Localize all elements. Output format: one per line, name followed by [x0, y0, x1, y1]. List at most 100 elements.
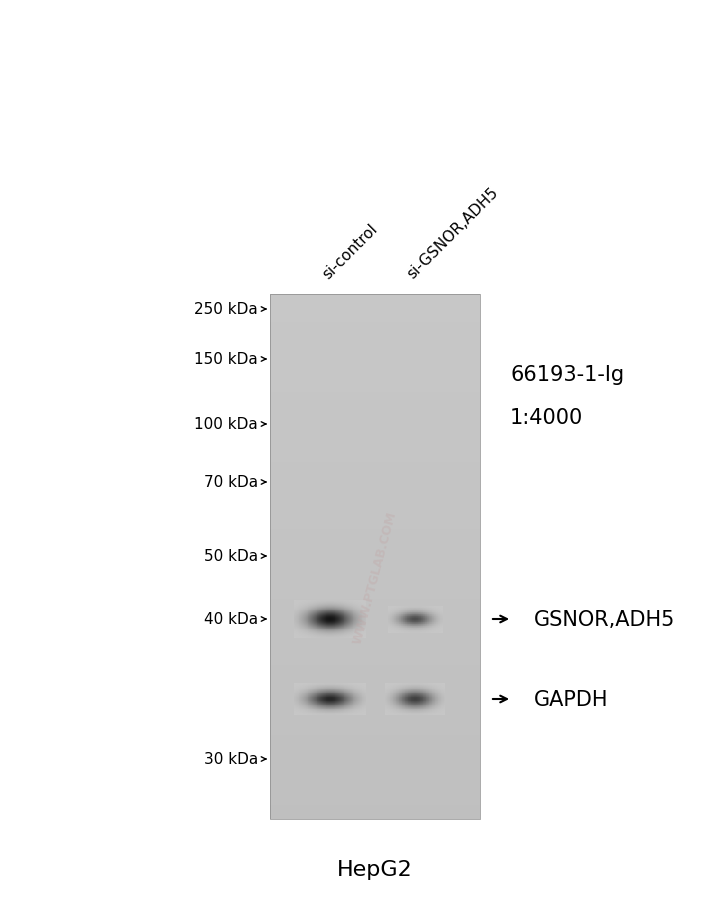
Bar — [326, 704, 328, 705]
Bar — [399, 632, 400, 633]
Bar — [393, 628, 394, 629]
Bar — [403, 712, 404, 713]
Bar — [308, 705, 309, 706]
Bar — [343, 699, 344, 700]
Bar — [340, 714, 341, 715]
Bar — [309, 703, 310, 704]
Bar — [314, 637, 316, 638]
Bar — [332, 700, 333, 701]
Bar — [362, 633, 364, 635]
Bar — [430, 684, 431, 686]
Bar — [409, 713, 410, 714]
Bar — [391, 611, 393, 612]
Bar — [441, 614, 442, 615]
Bar — [432, 690, 434, 692]
Bar — [420, 709, 422, 710]
Bar — [391, 625, 393, 626]
Bar — [314, 708, 315, 709]
Bar — [314, 638, 316, 639]
Bar — [349, 700, 350, 701]
Bar — [395, 608, 396, 609]
Bar — [393, 617, 394, 618]
Bar — [317, 696, 318, 697]
Bar — [350, 616, 352, 618]
Bar — [321, 638, 322, 639]
Bar — [330, 712, 331, 713]
Bar — [358, 622, 359, 623]
Bar — [298, 685, 299, 686]
Bar — [396, 617, 397, 618]
Bar — [364, 628, 365, 629]
Bar — [410, 684, 411, 686]
Bar — [428, 697, 429, 699]
Bar — [413, 614, 414, 616]
Bar — [426, 612, 427, 613]
Bar — [296, 692, 297, 693]
Bar — [352, 704, 354, 706]
Bar — [350, 625, 351, 626]
Bar — [404, 619, 405, 620]
Bar — [402, 689, 403, 690]
Bar — [349, 621, 350, 622]
Bar — [430, 625, 431, 626]
Bar — [419, 611, 420, 612]
Bar — [297, 711, 298, 712]
Bar — [391, 702, 392, 703]
Bar — [327, 603, 329, 604]
Bar — [353, 609, 355, 610]
Bar — [349, 692, 350, 693]
Bar — [330, 621, 331, 622]
Bar — [428, 627, 429, 629]
Bar — [314, 706, 316, 707]
Bar — [415, 711, 416, 713]
Bar — [343, 626, 345, 627]
Bar — [398, 685, 400, 686]
Bar — [304, 709, 305, 710]
Bar — [360, 684, 362, 686]
Bar — [303, 710, 304, 711]
Bar — [316, 706, 317, 707]
Bar — [270, 658, 480, 662]
Bar — [340, 632, 341, 634]
Bar — [357, 606, 358, 607]
Bar — [432, 711, 434, 712]
Bar — [317, 703, 318, 704]
Bar — [398, 687, 399, 688]
Bar — [401, 617, 403, 618]
Bar — [300, 696, 302, 697]
Bar — [443, 687, 445, 688]
Bar — [441, 623, 442, 624]
Bar — [296, 605, 297, 606]
Bar — [332, 627, 333, 628]
Bar — [297, 614, 298, 616]
Bar — [418, 612, 419, 613]
Bar — [317, 690, 318, 691]
Bar — [419, 618, 421, 619]
Bar — [398, 607, 400, 608]
Bar — [421, 620, 422, 621]
Bar — [343, 714, 344, 715]
Bar — [349, 616, 350, 618]
Bar — [312, 702, 313, 703]
Bar — [404, 624, 405, 626]
Bar — [365, 683, 367, 685]
Bar — [298, 708, 299, 709]
Bar — [350, 621, 352, 622]
Bar — [398, 702, 399, 703]
Bar — [343, 627, 345, 628]
Bar — [440, 612, 441, 613]
Bar — [435, 617, 436, 618]
Bar — [417, 688, 418, 689]
Bar — [348, 696, 349, 697]
Bar — [389, 612, 390, 613]
Bar — [360, 612, 361, 613]
Bar — [338, 601, 339, 602]
Bar — [296, 632, 297, 634]
Bar — [294, 691, 295, 693]
Bar — [432, 623, 433, 624]
Bar — [349, 628, 350, 629]
Bar — [303, 712, 304, 713]
Bar — [349, 713, 350, 714]
Bar — [393, 632, 394, 633]
Bar — [437, 624, 438, 626]
